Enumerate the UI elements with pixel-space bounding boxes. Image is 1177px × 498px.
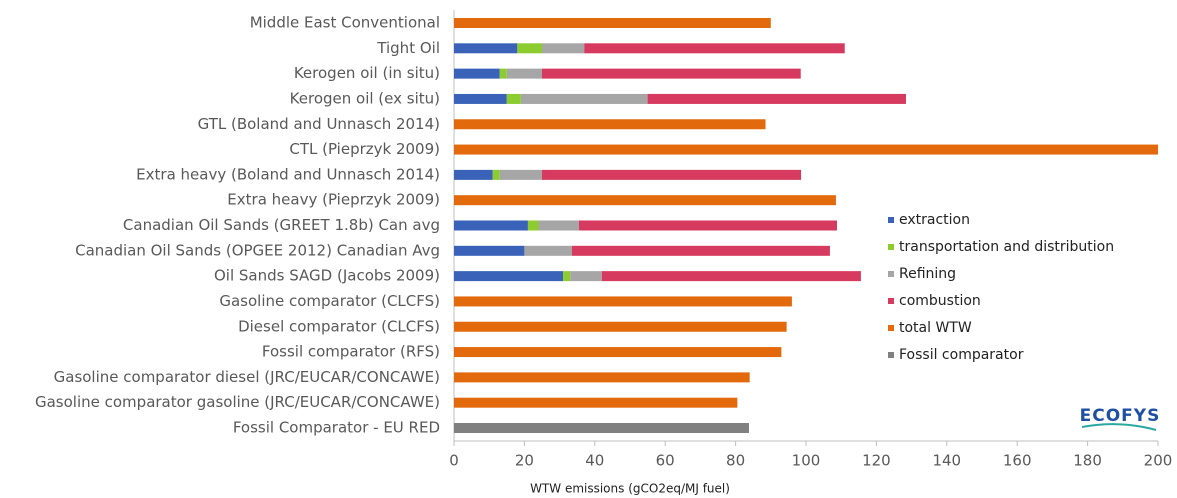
logo-swoosh [1081,423,1157,431]
y-tick-label: Extra heavy (Pieprzyk 2009) [227,191,440,209]
bar-segment [454,423,749,433]
x-tick-label: 160 [1003,452,1032,470]
y-tick-label: Kerogen oil (in situ) [294,64,440,82]
bar-segment [454,220,528,231]
bar-segment [454,347,782,358]
bar-segment [506,68,542,79]
bar-segment [454,245,525,256]
x-tick-label: 20 [515,452,534,470]
y-tick-label: Gasoline comparator (CLCFS) [219,292,440,310]
bar-segment [454,372,750,383]
bar-segment [454,296,792,307]
x-tick-label: 80 [726,452,745,470]
legend-swatch [888,244,894,250]
bar-segment [506,93,521,104]
y-tick-label: Canadian Oil Sands (GREET 1.8b) Can avg [123,216,440,234]
y-tick-label: Gasoline comparator gasoline (JRC/EUCAR/… [35,393,440,411]
legend-label: combustion [899,293,981,309]
bar-segment [584,43,845,54]
y-tick-label: Tight Oil [376,39,440,57]
x-tick-label: 0 [449,452,459,470]
legend-swatch [888,271,894,277]
logo: ECOFYS [1080,406,1161,426]
bar-segment [542,68,801,79]
legend-swatch [888,298,894,304]
bar-segment [454,93,507,104]
x-tick-label: 140 [932,452,961,470]
bar-segment [454,397,738,408]
y-tick-label: Extra heavy (Boland and Unnasch 2014) [136,165,440,183]
y-tick-label: Canadian Oil Sands (OPGEE 2012) Canadian… [75,241,440,259]
legend-swatch [888,217,894,223]
y-tick-label: Oil Sands SAGD (Jacobs 2009) [214,267,440,285]
y-tick-label: Middle East Conventional [250,14,440,32]
bar-segment [454,195,836,206]
bar-segment [517,43,542,54]
bar-segment [524,245,572,256]
bar-segment [538,220,579,231]
bar-segment [454,18,771,28]
x-axis-label: WTW emissions (gCO2eq/MJ fuel) [530,482,730,496]
bar-segment [454,68,500,79]
legend-label: extraction [899,212,970,228]
bar-segment [454,43,518,54]
y-tick-label: Kerogen oil (ex situ) [290,89,440,107]
x-tick-label: 100 [792,452,821,470]
legend-swatch [888,325,894,331]
y-tick-label: Diesel comparator (CLCFS) [238,317,440,335]
bar-segment [601,271,861,282]
bar-segment [527,220,539,231]
bar-segment [571,245,830,256]
x-tick-label: 200 [1144,452,1173,470]
x-tick-label: 180 [1073,452,1102,470]
bar-segment [492,169,500,180]
bar-segment [520,93,648,104]
bar-segment [542,169,802,180]
bar-segment [542,43,585,54]
bar-segment [578,220,837,231]
legend-label: total WTW [899,320,972,336]
bar-segment [454,169,493,180]
y-tick-label: CTL (Pieprzyk 2009) [289,140,440,158]
bar-segment [647,93,906,104]
x-tick-label: 40 [585,452,604,470]
bar-segment [454,321,787,332]
y-tick-label: GTL (Boland and Unnasch 2014) [198,115,440,133]
x-tick-label: 120 [862,452,891,470]
bar-segment [570,271,602,282]
bar-segment [454,144,1158,155]
legend-label: transportation and distribution [899,239,1114,255]
y-tick-label: Gasoline comparator diesel (JRC/EUCAR/CO… [54,368,440,386]
bar-segment [563,271,571,282]
y-tick-label: Fossil Comparator - EU RED [233,419,440,437]
legend-swatch [888,352,894,358]
bar-segment [454,271,564,282]
legend-label: Refining [899,266,956,282]
legend-label: Fossil comparator [899,347,1024,363]
bar-segment [499,68,507,79]
y-tick-label: Fossil comparator (RFS) [262,343,440,361]
bar-segment [454,119,766,130]
x-tick-label: 60 [656,452,675,470]
bar-segment [499,169,542,180]
